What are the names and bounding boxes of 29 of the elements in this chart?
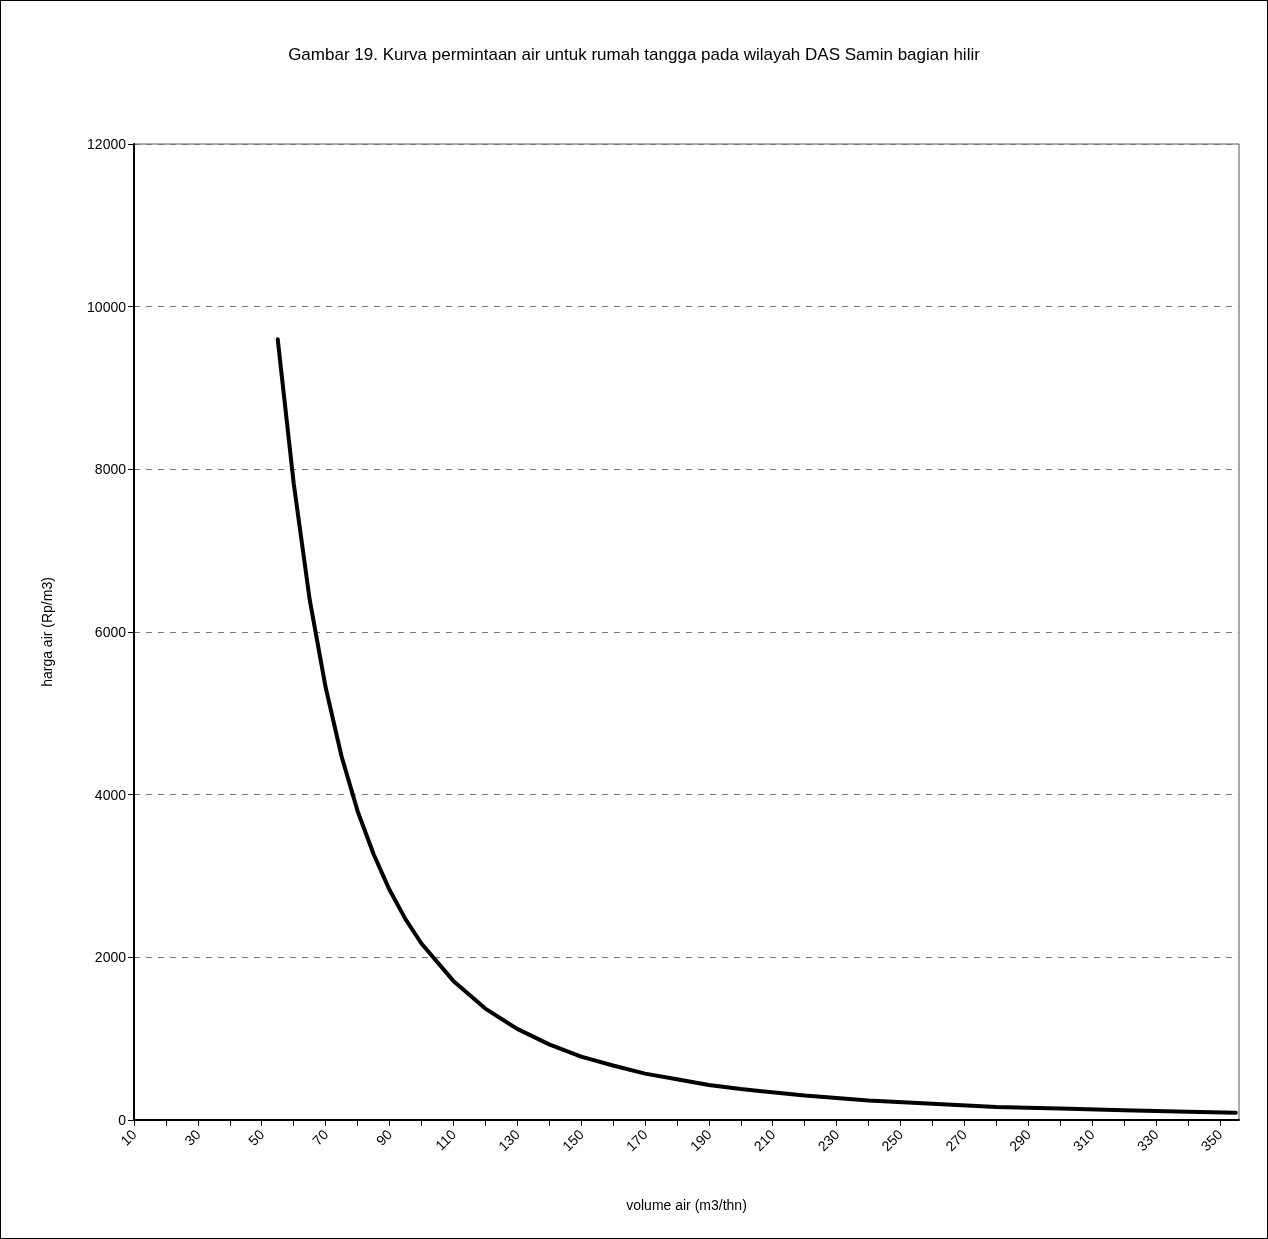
x-tick-label: 130 bbox=[495, 1126, 524, 1155]
x-tick-label: 310 bbox=[1069, 1126, 1098, 1155]
chart-title: Gambar 19. Kurva permintaan air untuk rumah tangga pada wilayah DAS Samin bagian hilir bbox=[288, 45, 981, 64]
x-tick-label: 250 bbox=[878, 1126, 907, 1155]
x-tick-label: 70 bbox=[308, 1126, 332, 1149]
x-tick-label: 90 bbox=[372, 1126, 396, 1149]
y-tick-label: 4000 bbox=[94, 786, 127, 803]
x-axis-title: volume air (m3/thn) bbox=[626, 1197, 747, 1213]
y-tick-label: 6000 bbox=[94, 624, 127, 640]
x-tick-label: 290 bbox=[1006, 1126, 1035, 1155]
y-axis-title: harga air (Rp/m3) bbox=[39, 577, 55, 687]
x-tick-label: 190 bbox=[686, 1126, 715, 1155]
y-tick-label: 2000 bbox=[94, 949, 127, 966]
x-tick-label: 210 bbox=[750, 1126, 779, 1155]
y-tick-label: 12000 bbox=[87, 136, 127, 152]
x-tick-label: 330 bbox=[1133, 1126, 1162, 1155]
x-tick-label: 350 bbox=[1197, 1126, 1226, 1155]
y-tick-label: 0 bbox=[118, 1112, 127, 1128]
x-tick-label: 10 bbox=[117, 1126, 140, 1149]
x-tick-label: 30 bbox=[181, 1126, 204, 1149]
x-tick-label: 150 bbox=[558, 1126, 587, 1155]
y-tick-label: 8000 bbox=[94, 461, 127, 478]
x-tick-label: 230 bbox=[814, 1126, 843, 1155]
x-tick-label: 110 bbox=[431, 1126, 460, 1154]
y-tick-label: 10000 bbox=[87, 298, 127, 315]
x-tick-label: 270 bbox=[942, 1126, 971, 1155]
x-tick-label: 50 bbox=[245, 1126, 268, 1149]
line-series bbox=[275, 337, 1238, 1115]
x-tick-label: 170 bbox=[622, 1126, 651, 1155]
